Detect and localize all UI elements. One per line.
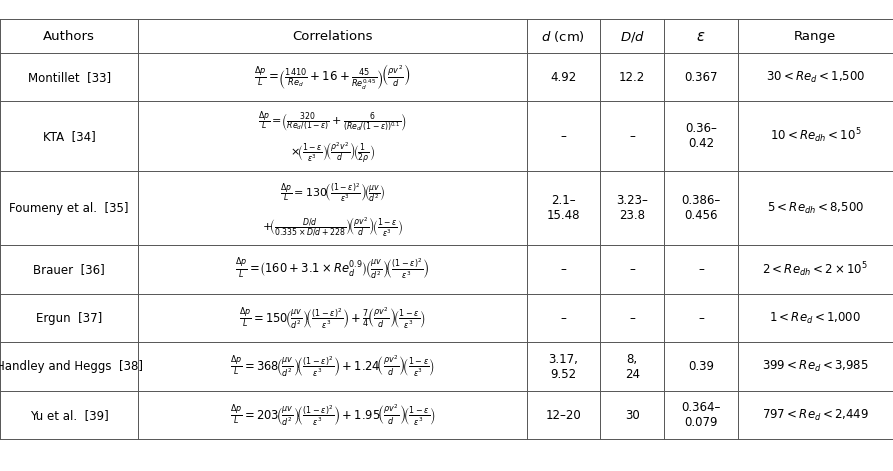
Text: 8,
24: 8, 24: [625, 353, 639, 381]
Text: $D/d$: $D/d$: [620, 29, 645, 43]
Text: Authors: Authors: [43, 30, 96, 42]
Text: 0.386–
0.456: 0.386– 0.456: [681, 194, 721, 222]
Text: 3.23–
23.8: 3.23– 23.8: [616, 194, 648, 222]
Text: 12.2: 12.2: [619, 71, 646, 84]
Text: Yu et al.  [39]: Yu et al. [39]: [29, 409, 109, 422]
Text: 4.92: 4.92: [550, 71, 577, 84]
Text: $\frac{\Delta p}{L}=\!\left(160+3.1\times Re_d^{0.9}\right)\!\left(\frac{\mu v}{: $\frac{\Delta p}{L}=\!\left(160+3.1\time…: [236, 257, 430, 282]
Text: $\frac{\Delta p}{L}=\!\left(\frac{1410}{Re_d}+16+\frac{45}{Re_d^{0.45}}\right)\!: $\frac{\Delta p}{L}=\!\left(\frac{1410}{…: [255, 63, 411, 92]
Text: $30 < Re_d < 1{,}500$: $30 < Re_d < 1{,}500$: [765, 70, 865, 85]
Text: $+\!\left(\frac{D/d}{0.335\times D/d+228}\right)\!\left(\frac{\rho v^2}{d}\right: $+\!\left(\frac{D/d}{0.335\times D/d+228…: [263, 215, 403, 239]
Text: 0.367: 0.367: [684, 71, 718, 84]
Text: KTA  [34]: KTA [34]: [43, 130, 96, 143]
Text: 0.364–
0.079: 0.364– 0.079: [681, 401, 721, 429]
Text: Ergun  [37]: Ergun [37]: [36, 312, 103, 325]
Text: $399 < Re_d < 3{,}985$: $399 < Re_d < 3{,}985$: [762, 359, 869, 374]
Text: Foumeny et al.  [35]: Foumeny et al. [35]: [10, 202, 129, 215]
Text: $\frac{\Delta p}{L}=\!\left(\frac{320}{Re_d/(1-\varepsilon)}+\frac{6}{(Re_d/(1-\: $\frac{\Delta p}{L}=\!\left(\frac{320}{R…: [258, 109, 407, 135]
Text: $\frac{\Delta p}{L}=203\!\left(\frac{\mu v}{d^2}\right)\!\left(\frac{(1-\varepsi: $\frac{\Delta p}{L}=203\!\left(\frac{\mu…: [230, 403, 436, 428]
Text: $\frac{\Delta p}{L}=368\!\left(\frac{\mu v}{d^2}\right)\!\left(\frac{(1-\varepsi: $\frac{\Delta p}{L}=368\!\left(\frac{\mu…: [230, 354, 435, 379]
Text: Correlations: Correlations: [292, 30, 373, 42]
Text: 3.17,
9.52: 3.17, 9.52: [548, 353, 579, 381]
Text: $d$ (cm): $d$ (cm): [541, 29, 586, 43]
Text: $1 < Re_d < 1{,}000$: $1 < Re_d < 1{,}000$: [769, 310, 862, 326]
Text: Montillet  [33]: Montillet [33]: [28, 71, 111, 84]
Text: $\frac{\Delta p}{L}=150\!\left(\frac{\mu v}{d^2}\right)\!\left(\frac{(1-\varepsi: $\frac{\Delta p}{L}=150\!\left(\frac{\mu…: [239, 306, 426, 331]
Text: –: –: [561, 130, 566, 143]
Text: $\times\!\left(\frac{1-\varepsilon}{\varepsilon^3}\right)\!\left(\frac{\rho^2 v^: $\times\!\left(\frac{1-\varepsilon}{\var…: [290, 141, 375, 165]
Text: –: –: [698, 312, 704, 325]
Text: –: –: [630, 130, 635, 143]
Text: –: –: [561, 263, 566, 276]
Text: –: –: [698, 263, 704, 276]
Text: 0.36–
0.42: 0.36– 0.42: [685, 122, 717, 150]
Text: $\varepsilon$: $\varepsilon$: [697, 29, 705, 43]
Text: $797 < Re_d < 2{,}449$: $797 < Re_d < 2{,}449$: [762, 407, 869, 423]
Text: 2.1–
15.48: 2.1– 15.48: [547, 194, 580, 222]
Text: 30: 30: [625, 409, 639, 422]
Text: 12–20: 12–20: [546, 409, 581, 422]
Text: –: –: [630, 312, 635, 325]
Text: $\frac{\Delta p}{L}=130\!\left(\frac{(1-\varepsilon)^2}{\varepsilon^3}\right)\!\: $\frac{\Delta p}{L}=130\!\left(\frac{(1-…: [280, 181, 386, 204]
Text: Range: Range: [794, 30, 837, 42]
Text: $5 < Re_{dh} < 8{,}500$: $5 < Re_{dh} < 8{,}500$: [767, 201, 864, 216]
Text: –: –: [561, 312, 566, 325]
Text: $2 < Re_{dh} < 2\times 10^5$: $2 < Re_{dh} < 2\times 10^5$: [763, 260, 868, 279]
Text: Brauer  [36]: Brauer [36]: [33, 263, 105, 276]
Text: 0.39: 0.39: [688, 360, 714, 373]
Text: –: –: [630, 263, 635, 276]
Text: $10 < Re_{dh} < 10^5$: $10 < Re_{dh} < 10^5$: [770, 127, 861, 146]
Text: Handley and Heggs  [38]: Handley and Heggs [38]: [0, 360, 143, 373]
